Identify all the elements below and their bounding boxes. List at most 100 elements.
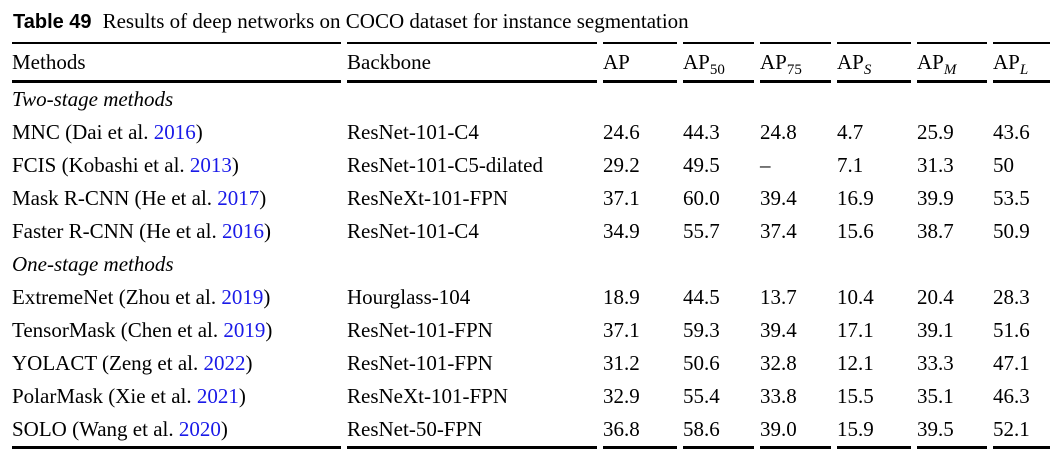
metric-cell: 49.5 [683,153,720,177]
citation-year-link[interactable]: 2020 [178,417,221,441]
table-row: SOLO (Wang et al. 2020) ResNet-50-FPN 36.8… [12,413,1050,449]
method-cell: MNC (Dai et al. 2016) [12,116,341,149]
metric-cell: 17.1 [837,318,874,342]
col-header-ap75: AP75 [760,42,831,83]
metric-cell: 33.8 [760,384,797,408]
metric-cell: 33.3 [917,351,954,375]
table-caption-text: Results of deep networks on COCO dataset… [102,9,689,33]
col-header-label: AP [917,49,944,74]
group-title-row: Two-stage methods [12,83,1050,116]
metric-cell: 59.3 [683,318,720,342]
metric-cell: 18.9 [603,285,640,309]
method-close-paren: ) [263,219,271,243]
table-caption: Table 49 Results of deep networks on COCO… [13,8,1062,35]
metric-cell: 7.1 [837,153,864,177]
method-close-paren: ) [238,384,246,408]
backbone-cell: ResNet-50-FPN [347,413,597,449]
metric-cell: 37.4 [760,219,797,243]
metric-cell: 50 [993,153,1014,177]
metric-cell: 53.5 [993,186,1030,210]
backbone-cell: ResNeXt-101-FPN [347,384,508,408]
metric-cell: 44.5 [683,285,720,309]
metric-cell: 32.8 [760,351,797,375]
citation-year-link[interactable]: 2016 [221,219,264,243]
metric-cell: 35.1 [917,384,954,408]
group-title: One-stage methods [12,252,174,276]
metric-cell: 4.7 [837,120,864,144]
table-row: ExtremeNet (Zhou et al. 2019) Hourglass-1… [12,281,1050,314]
col-header-backbone: Backbone [347,42,597,83]
method-cell: Faster R-CNN (He et al. 2016) [12,215,341,248]
method-text: FCIS (Kobashi et al. [12,153,190,177]
citation-year-link[interactable]: 2021 [196,384,239,408]
method-close-paren: ) [245,351,253,375]
metric-cell: 50.6 [683,351,720,375]
col-header-label: Methods [12,49,86,74]
subscript: 75 [786,61,802,78]
metric-cell: 31.2 [603,351,640,375]
metric-cell: 15.9 [837,413,911,449]
metric-cell: 39.1 [917,318,954,342]
method-text: MNC (Dai et al. [12,120,154,144]
metric-cell: 15.5 [837,384,874,408]
table-row: PolarMask (Xie et al. 2021) ResNeXt-101-F… [12,380,1050,413]
col-header-label: AP [993,49,1020,74]
metric-cell: 44.3 [683,120,720,144]
method-text: Faster R-CNN (He et al. [12,219,222,243]
col-header-label: Backbone [347,49,431,74]
subscript: S [863,61,872,78]
method-cell: TensorMask (Chen et al. 2019) [12,314,341,347]
citation-year-link[interactable]: 2019 [221,285,264,309]
metric-cell: 52.1 [993,413,1050,449]
backbone-cell: ResNet-101-C4 [347,219,479,243]
method-text: TensorMask (Chen et al. [12,318,224,342]
metric-cell: 20.4 [917,285,954,309]
method-text: SOLO (Wang et al. [12,417,179,441]
col-header-ap-m: APM [917,42,987,83]
method-text: Mask R-CNN (He et al. [12,186,218,210]
metric-cell: 58.6 [683,413,754,449]
citation-year-link[interactable]: 2016 [153,120,196,144]
method-close-paren: ) [259,186,267,210]
metric-cell: 37.1 [603,318,640,342]
metric-cell: 38.7 [917,219,954,243]
metric-cell: 60.0 [683,186,720,210]
metric-cell: 13.7 [760,285,797,309]
metric-cell: 39.0 [760,413,831,449]
col-header-methods: Methods [12,42,341,83]
method-text: ExtremeNet (Zhou et al. [12,285,222,309]
citation-year-link[interactable]: 2017 [217,186,260,210]
table-row: TensorMask (Chen et al. 2019) ResNet-101-… [12,314,1050,347]
subscript: L [1019,61,1029,78]
results-table: Methods Backbone AP AP50 AP75 APS APM AP… [6,42,1056,449]
method-text: YOLACT (Zeng et al. [12,351,204,375]
metric-cell: 15.6 [837,219,874,243]
col-header-label: AP [603,49,630,74]
col-header-label: AP [683,49,710,74]
metric-cell: 39.5 [917,413,987,449]
metric-cell: 46.3 [993,384,1030,408]
method-cell: ExtremeNet (Zhou et al. 2019) [12,281,341,314]
group-title-row: One-stage methods [12,248,1050,281]
metric-cell: 32.9 [603,384,640,408]
metric-cell: 39.9 [917,186,954,210]
method-cell: SOLO (Wang et al. 2020) [12,413,341,449]
metric-cell: 39.4 [760,318,797,342]
subscript: 50 [709,61,725,78]
method-text: PolarMask (Xie et al. [12,384,197,408]
table-row: Faster R-CNN (He et al. 2016) ResNet-101-… [12,215,1050,248]
col-header-label: AP [760,49,787,74]
table-row: Mask R-CNN (He et al. 2017) ResNeXt-101-F… [12,182,1050,215]
backbone-cell: ResNet-101-C5-dilated [347,153,543,177]
citation-year-link[interactable]: 2019 [223,318,266,342]
method-cell: PolarMask (Xie et al. 2021) [12,380,341,413]
method-close-paren: ) [231,153,239,177]
col-header-ap-s: APS [837,42,911,83]
citation-year-link[interactable]: 2013 [189,153,232,177]
group-title: Two-stage methods [12,87,174,111]
citation-year-link[interactable]: 2022 [203,351,246,375]
col-header-ap: AP [603,42,677,83]
table-row: MNC (Dai et al. 2016) ResNet-101-C4 24.6 44… [12,116,1050,149]
col-header-ap-l: APL [993,42,1050,83]
